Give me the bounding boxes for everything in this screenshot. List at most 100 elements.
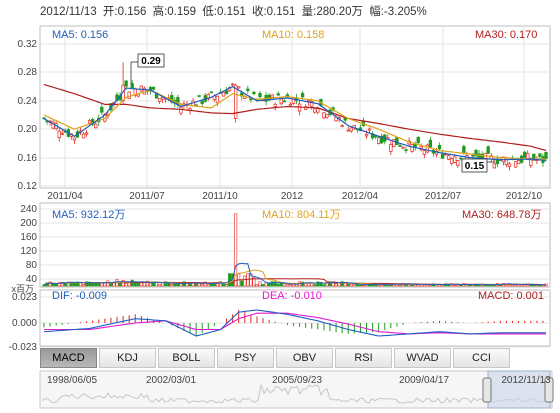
volume-bar (459, 284, 463, 287)
candle-body (456, 160, 460, 166)
volume-bar (319, 281, 323, 287)
candle-body (325, 114, 329, 118)
tab-wvad[interactable]: WVAD (394, 348, 451, 368)
candle-body (206, 94, 210, 100)
volume-bar (106, 280, 110, 287)
tab-kdj[interactable]: KDJ (99, 348, 156, 368)
volume-bar (148, 282, 152, 287)
candle-body (392, 139, 396, 147)
volume-bar (428, 284, 432, 287)
tab-psy[interactable]: PSY (217, 348, 274, 368)
candle-body (532, 153, 536, 161)
volume-bar (285, 284, 289, 287)
callout-high: 0.29 (141, 56, 161, 67)
macd-dea-label: DEA: -0.010 (262, 290, 322, 302)
xtick-6: 2012/07 (425, 191, 462, 202)
volume-bar (164, 281, 168, 287)
ma30-line (43, 83, 547, 152)
price-ytick-6: 0.12 (18, 181, 38, 192)
header-volume: 量:280.20万 (301, 6, 364, 18)
volume-bar (535, 284, 539, 287)
candle-body (215, 95, 220, 104)
candle-body (94, 123, 98, 129)
candle-body (258, 93, 262, 98)
vol-ytick-6: 40 (26, 274, 38, 285)
volume-bar (145, 280, 149, 287)
volume-bar (173, 283, 177, 287)
candle-body (151, 86, 156, 90)
volume-bar (222, 283, 226, 287)
candle-body (57, 130, 61, 138)
candle-body (544, 151, 548, 159)
volume-bar (258, 281, 262, 287)
candle-body (428, 139, 433, 148)
candle-body (474, 149, 478, 156)
candle-body (161, 97, 165, 100)
macd-value-label: MACD: 0.001 (478, 290, 544, 302)
volume-bar (413, 284, 417, 287)
candle-body (401, 146, 405, 149)
volume-bar (206, 284, 210, 287)
candle-body (486, 146, 490, 154)
volume-bar (279, 282, 283, 287)
vol-ytick-4: 120 (20, 246, 37, 257)
candle-body (273, 103, 277, 107)
candle-body (230, 83, 235, 86)
candle-body (100, 106, 104, 113)
macd-panel: DIF: -0.009 DEA: -0.010 MACD: 0.001 0.02… (9, 289, 551, 353)
candle-body (462, 145, 466, 154)
volume-bar (48, 281, 52, 287)
volume-bar (456, 284, 460, 287)
volume-bar (203, 281, 207, 287)
candle-body (310, 101, 314, 107)
volume-bar (155, 282, 159, 287)
candle-body (380, 135, 384, 144)
candle-body (221, 91, 226, 97)
volume-bar (282, 283, 286, 287)
tab-boll[interactable]: BOLL (158, 348, 215, 368)
candle-body (157, 98, 162, 102)
tab-rsi[interactable]: RSI (335, 348, 392, 368)
volume-bar (252, 277, 256, 287)
candle-body (507, 163, 512, 167)
candle-body (276, 93, 280, 96)
volume-bar (60, 281, 64, 287)
price-ytick-1: 0.32 (18, 39, 38, 50)
volume-bar (142, 282, 146, 287)
callout-low: 0.15 (465, 161, 485, 172)
tab-cci[interactable]: CCI (453, 348, 510, 368)
nav-date-2: 2002/03/01 (146, 375, 196, 386)
candle-body (367, 128, 372, 131)
candle-body (237, 86, 241, 89)
tab-macd[interactable]: MACD (40, 348, 97, 368)
vol-ma5-line (43, 262, 546, 286)
tab-obv[interactable]: OBV (276, 348, 333, 368)
candle-body (316, 108, 320, 113)
volume-bar (66, 281, 70, 287)
navigator-right-handle[interactable] (544, 377, 554, 403)
candle-body (346, 129, 350, 132)
candle-body (288, 103, 293, 106)
candle-body (197, 95, 201, 97)
candle-body (538, 153, 542, 157)
xtick-5: 2012/04 (342, 191, 379, 202)
volume-bar (468, 284, 472, 287)
candle-body (139, 85, 144, 92)
ma10-line (43, 89, 546, 160)
xtick-4: 2012 (281, 191, 304, 202)
candle-body (516, 160, 521, 165)
volume-bar (51, 283, 55, 287)
price-ma10-label: MA10: 0.158 (262, 29, 324, 41)
range-navigator[interactable]: 1998/06/05 2002/03/01 2005/09/23 2009/04… (39, 370, 554, 409)
volume-bar (130, 279, 134, 287)
header-high: 高:0.159 (152, 6, 197, 18)
candle-body (282, 100, 287, 103)
volume-bar (85, 281, 89, 287)
xtick-1: 2011/04 (47, 191, 83, 202)
candle-body (389, 144, 393, 152)
candle-body (513, 161, 518, 168)
volume-bar (355, 284, 359, 287)
candle-body (504, 157, 509, 166)
navigator-left-handle[interactable] (482, 377, 492, 403)
